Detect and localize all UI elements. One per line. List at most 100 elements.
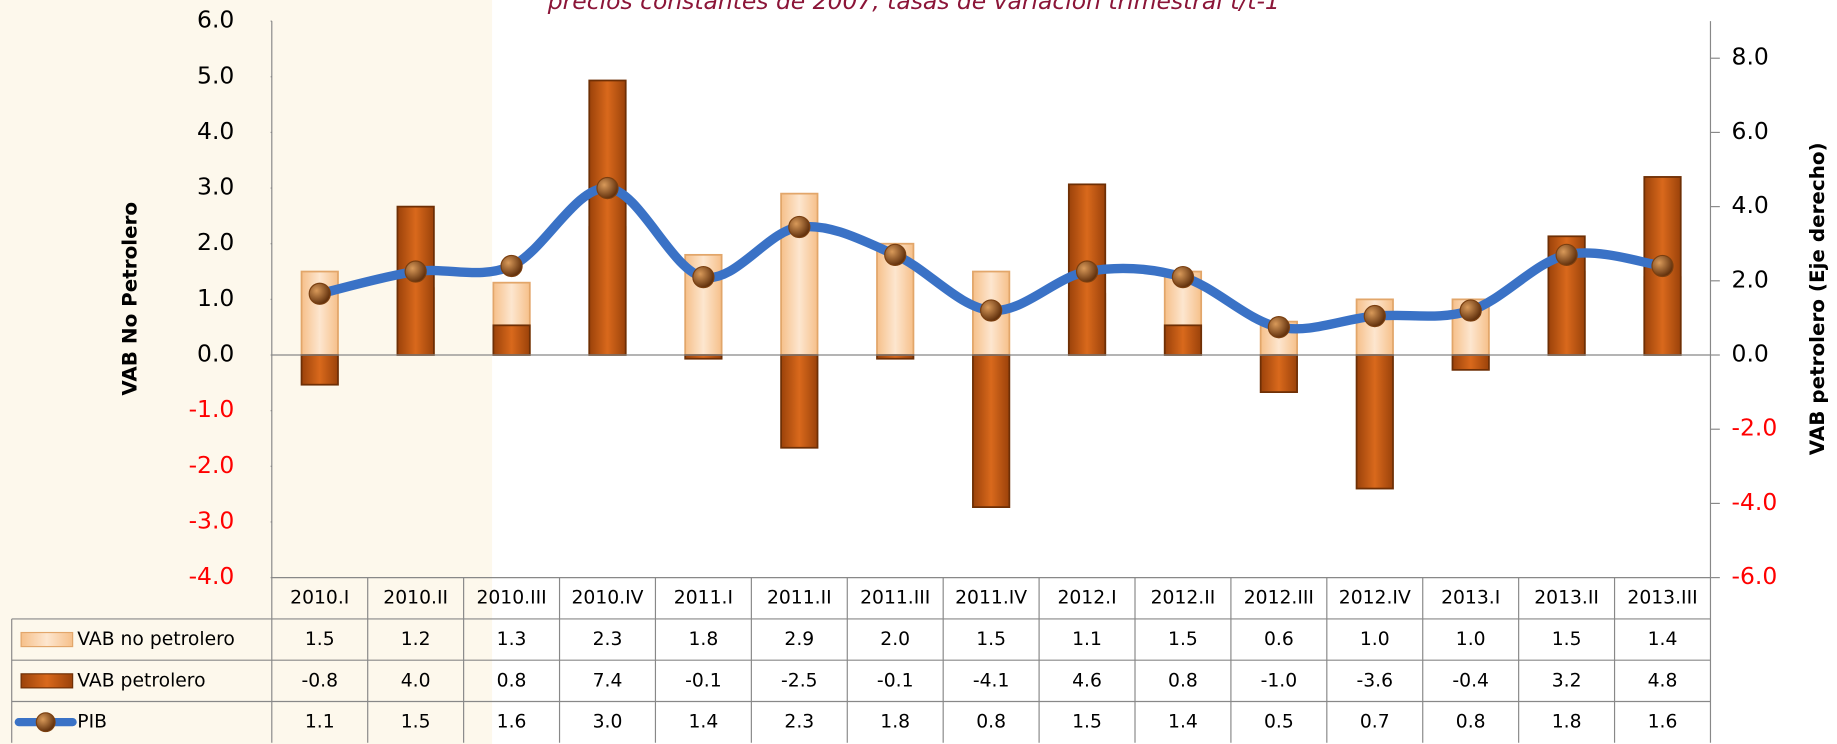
table-value: 0.8 — [1168, 670, 1198, 691]
table-value: 1.1 — [305, 712, 335, 733]
table-value: 1.4 — [689, 712, 719, 733]
table-value: 1.0 — [1456, 629, 1486, 650]
table-value: 1.5 — [1072, 712, 1102, 733]
line-marker — [308, 282, 331, 305]
line-marker — [980, 299, 1003, 322]
table-value: 0.5 — [1264, 712, 1294, 733]
table-value: 4.8 — [1648, 670, 1678, 691]
y2-tick-label: -2.0 — [1732, 414, 1778, 442]
line-marker — [692, 265, 715, 289]
table-value: 0.7 — [1360, 712, 1390, 733]
y-tick-label: 4.0 — [197, 117, 234, 145]
y-tick-label: 1.0 — [197, 284, 234, 312]
x-tick-label: 2011.I — [674, 588, 733, 609]
legend-label: VAB no petrolero — [77, 629, 235, 650]
y-tick-label: 3.0 — [197, 173, 234, 201]
bar — [300, 354, 339, 386]
bar — [972, 354, 1011, 508]
table-value: 2.0 — [880, 629, 910, 650]
line-marker — [500, 254, 523, 278]
y-tick-label: -4.0 — [189, 562, 235, 590]
line-marker — [788, 215, 811, 239]
table-value: 1.5 — [976, 629, 1006, 650]
bar — [780, 354, 819, 449]
line-marker — [1075, 260, 1099, 283]
table-value: 1.5 — [1552, 629, 1582, 650]
x-tick-label: 2010.IV — [571, 588, 643, 609]
x-tick-label: 2012.II — [1151, 588, 1216, 609]
table-value: 1.5 — [401, 712, 431, 733]
table-value: 1.0 — [1360, 629, 1390, 650]
table-value: 1.3 — [497, 629, 527, 650]
table-value: 1.1 — [1072, 629, 1102, 650]
line — [315, 183, 1668, 334]
line-marker — [1555, 243, 1578, 266]
y-tick-label: 6.0 — [197, 6, 234, 34]
y2-tick-label: 8.0 — [1732, 43, 1769, 71]
table-value: 3.0 — [593, 712, 623, 733]
x-tick-label: 2011.IV — [955, 588, 1027, 609]
table-value: -2.5 — [781, 670, 818, 691]
bar — [1259, 354, 1298, 393]
table-value: 0.6 — [1264, 629, 1294, 650]
x-tick-label: 2010.III — [476, 588, 546, 609]
x-tick-label: 2013.III — [1627, 588, 1697, 609]
y-tick-label: 5.0 — [197, 61, 234, 89]
table-value: 1.6 — [497, 712, 527, 733]
table-value: 3.2 — [1552, 670, 1582, 691]
table-value: 1.5 — [305, 629, 335, 650]
y2-tick-label: 6.0 — [1732, 117, 1769, 145]
table-value: 4.0 — [401, 670, 431, 691]
y2-tick-label: 4.0 — [1732, 191, 1769, 219]
line-marker — [1363, 304, 1386, 328]
table-value: -4.1 — [973, 670, 1010, 691]
table-value: 0.8 — [497, 670, 527, 691]
table-value: 1.5 — [1168, 629, 1198, 650]
table-value: -0.4 — [1452, 670, 1489, 691]
x-tick-label: 2010.I — [290, 588, 349, 609]
x-tick-label: 2012.I — [1057, 588, 1116, 609]
legend-key — [20, 631, 74, 648]
line-marker — [596, 176, 619, 200]
y2-tick-label: -6.0 — [1732, 562, 1778, 590]
line-marker — [404, 260, 427, 283]
bar — [1355, 354, 1394, 490]
x-tick-label: 2013.II — [1534, 588, 1599, 609]
legend-key — [20, 673, 74, 689]
line-marker — [884, 243, 907, 266]
line-marker — [1267, 316, 1291, 339]
legend-key — [35, 712, 56, 733]
table-value: 7.4 — [593, 670, 623, 691]
chart-title: precios constantes de 2007, tasas de var… — [547, 0, 1280, 15]
table-value: 2.3 — [784, 712, 814, 733]
legend-label: PIB — [77, 712, 107, 733]
bar — [1163, 324, 1203, 356]
legend-label: VAB petrolero — [77, 670, 205, 691]
y-tick-label: -1.0 — [189, 395, 235, 423]
table-value: 2.3 — [593, 629, 623, 650]
y2-tick-label: 0.0 — [1732, 340, 1769, 368]
x-tick-label: 2010.II — [383, 588, 448, 609]
y2-axis-title: VAB petrolero (Eje derecho) — [1806, 142, 1829, 455]
y2-tick-label: 2.0 — [1732, 265, 1769, 293]
table-value: 4.6 — [1072, 670, 1102, 691]
x-tick-label: 2012.IV — [1339, 588, 1411, 609]
table-value: 1.6 — [1648, 712, 1678, 733]
background-decoration — [0, 0, 493, 744]
table-value: 0.8 — [1456, 712, 1486, 733]
bar — [492, 324, 531, 356]
table-value: -3.6 — [1357, 670, 1394, 691]
table-value: 1.4 — [1168, 712, 1198, 733]
bar — [1451, 354, 1490, 371]
line-marker — [1459, 299, 1482, 322]
y-axis-title: VAB No Petrolero — [119, 202, 142, 396]
x-tick-label: 2011.III — [860, 588, 930, 609]
bar — [684, 253, 723, 356]
table-value: -0.1 — [685, 670, 722, 691]
table-value: 1.8 — [1552, 712, 1582, 733]
table-value: -0.1 — [877, 670, 914, 691]
x-tick-label: 2013.I — [1441, 588, 1500, 609]
line-marker — [1651, 254, 1674, 278]
y-tick-label: -3.0 — [189, 506, 235, 534]
